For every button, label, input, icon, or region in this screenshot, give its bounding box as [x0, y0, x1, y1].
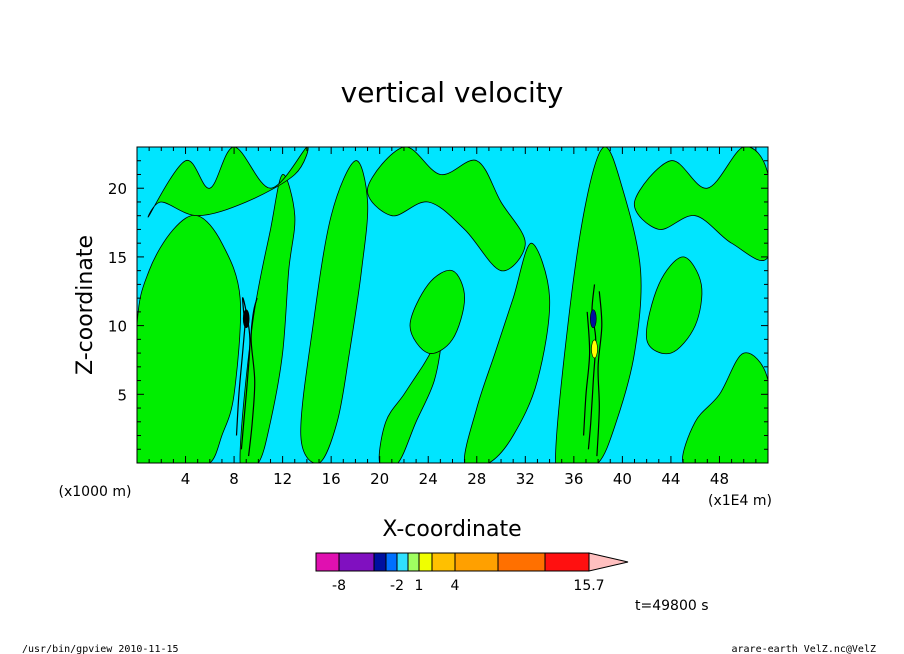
region-green-top-center: [367, 147, 526, 272]
colorbar-arrow: [588, 552, 629, 572]
region-green-blob-mid: [409, 269, 466, 354]
x-tick-label: 36: [564, 470, 583, 488]
y-axis-label: Z-coordinate: [73, 235, 98, 375]
region-green-band-14-19: [300, 160, 369, 463]
plot-area: [136, 146, 769, 464]
contour-core-left-c: [235, 311, 247, 436]
positive-regions: [137, 147, 768, 463]
colorbar-label: 1: [415, 578, 424, 594]
y-tick-label: 10: [108, 318, 127, 336]
region-green-band-27-33: [463, 242, 551, 463]
dark-core-left: [242, 309, 250, 329]
warm-core-right: [591, 339, 598, 359]
x-tick-label: 32: [516, 470, 535, 488]
region-green-band-8-12: [239, 174, 296, 463]
contour-core-left-b: [248, 297, 258, 457]
colorbar-swatch: [454, 552, 499, 572]
x-tick-label: 8: [229, 470, 239, 488]
x-tick-label: 4: [181, 470, 191, 488]
contour-core-left-a: [240, 297, 251, 450]
x-tick-label: 48: [710, 470, 729, 488]
colorbar-swatch: [418, 552, 433, 572]
colorbar-label: -2: [390, 578, 404, 594]
colorbar-swatch: [338, 552, 375, 572]
dark-core-right: [589, 309, 597, 329]
x-tick-label: 16: [322, 470, 341, 488]
x-axis-ticks: 4 8 12 16 20 24 28 32 36 40 44 48: [137, 147, 768, 488]
region-green-top-right: [634, 147, 768, 261]
colorbar-swatch: [431, 552, 456, 572]
x-tick-label: 24: [419, 470, 438, 488]
contour-core-right-a: [587, 284, 597, 450]
y-axis-ticks: 5 10 15 20: [108, 160, 768, 450]
colorbar-swatch: [315, 552, 340, 572]
region-green-blob-right-mid: [645, 256, 703, 355]
y-tick-label: 20: [108, 180, 127, 198]
colorbar-swatch: [373, 552, 387, 572]
y-tick-label: 15: [108, 249, 127, 267]
colorbar-label: 4: [451, 578, 460, 594]
footer-left: /usr/bin/gpview 2010-11-15: [22, 644, 179, 654]
region-green-band-35-41: [555, 147, 642, 463]
region-green-band-right: [682, 352, 768, 463]
colorbar-swatch: [407, 552, 420, 572]
colorbar-swatch: [385, 552, 398, 572]
colorbar-swatch: [396, 552, 409, 572]
colorbar-label: 15.7: [573, 578, 604, 594]
colorbar-label: -8: [332, 578, 346, 594]
x-tick-label: 12: [273, 470, 292, 488]
region-green-band-left: [137, 214, 241, 463]
x-tick-label: 20: [370, 470, 389, 488]
contour-lines: [235, 284, 603, 457]
x-tick-label: 40: [613, 470, 632, 488]
chart-title: vertical velocity: [341, 76, 564, 109]
footer-right: arare-earth_VelZ.nc@VelZ: [732, 644, 877, 654]
colorbar: -8 -2 1 4 15.7: [315, 552, 629, 594]
time-label: t=49800 s: [635, 598, 709, 614]
colorbar-swatch: [544, 552, 590, 572]
contour-core-right-c: [583, 311, 591, 436]
x-tick-label: 28: [467, 470, 486, 488]
x-axis-label: X-coordinate: [382, 517, 521, 542]
x-tick-label: 44: [661, 470, 680, 488]
x-unit-right: (x1E4 m): [708, 493, 772, 509]
x-unit-left: (x1000 m): [59, 484, 132, 500]
colorbar-swatch: [497, 552, 546, 572]
convective-cores: [242, 309, 598, 359]
y-tick-label: 5: [117, 386, 127, 404]
contour-core-right-b: [596, 291, 603, 457]
